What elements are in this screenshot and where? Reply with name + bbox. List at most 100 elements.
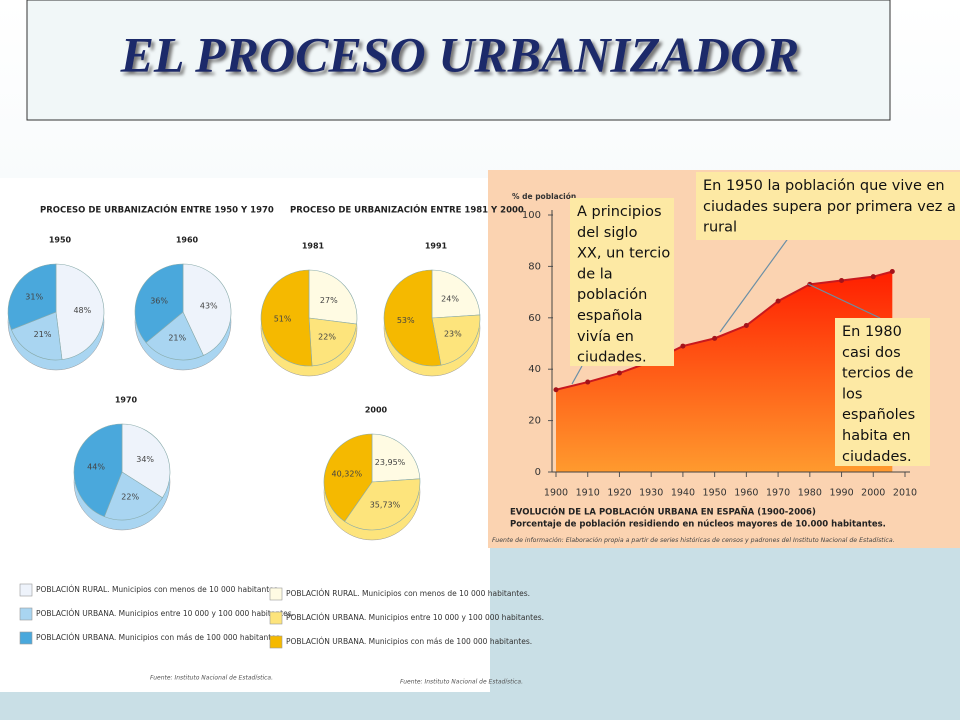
pie-value-label: 48% (73, 306, 91, 315)
pie-slice (431, 314, 481, 366)
y-tick-label: 80 (528, 261, 541, 272)
annotation-arrow (719, 221, 801, 333)
annotation-text: del siglo (577, 225, 638, 241)
pie-label: 1960 (176, 236, 199, 245)
legend-swatch (269, 635, 283, 649)
legend-label: POBLACIÓN RURAL. Municipios con menos de… (286, 589, 530, 598)
pie-label: 1991 (425, 242, 448, 251)
pie-slice (103, 471, 163, 521)
x-tick-label: 1940 (671, 488, 695, 499)
legend-label: POBLACIÓN URBANA. Municipios entre 10 00… (36, 609, 294, 618)
point (616, 370, 622, 376)
point (680, 343, 686, 349)
pie-value-label: 40,32% (332, 470, 363, 479)
annotation-text: los (842, 386, 862, 402)
source: Fuente: Instituto Nacional de Estadístic… (400, 679, 523, 686)
y-axis-label: % de población (512, 192, 576, 201)
x-tick-label: 1910 (576, 488, 600, 499)
annotation-text: rural (703, 220, 737, 236)
pie-slice (431, 269, 481, 319)
legend-label: POBLACIÓN URBANA. Municipios con más de … (286, 637, 532, 646)
chart-title: PROCESO DE URBANIZACIÓN ENTRE 1981 Y 200… (290, 204, 524, 216)
pie-slice (371, 433, 421, 483)
point (775, 298, 781, 304)
x-tick-label: 1990 (829, 488, 853, 499)
x-tick-label: 1930 (639, 488, 663, 499)
annotation-text: ciudades. (577, 350, 647, 366)
x-tick-label: 1920 (607, 488, 631, 499)
pie-value-label: 21% (168, 333, 186, 342)
pie-value-label: 23,95% (375, 458, 406, 467)
pie-slice (323, 433, 373, 522)
line (555, 270, 893, 391)
annotation-text: ciudades. (842, 449, 912, 465)
pie-label: 1950 (49, 236, 72, 245)
x-tick-label: 1970 (766, 488, 790, 499)
pie-slice (344, 478, 421, 531)
caption: EVOLUCIÓN DE LA POBLACIÓN URBANA EN ESPA… (510, 506, 816, 518)
title-box (26, 0, 891, 121)
pie-slice (260, 269, 313, 367)
point (553, 387, 559, 393)
pie-value-label: 43% (200, 302, 218, 311)
pie-slice (145, 311, 204, 361)
annotation-text: española (577, 308, 643, 324)
legend-swatch (19, 607, 33, 621)
y-tick-label: 0 (535, 467, 541, 478)
annotation-text: vivía en (577, 329, 634, 345)
x-tick-label: 1980 (798, 488, 822, 499)
point (585, 379, 591, 385)
pie-slice (134, 263, 184, 344)
pie-value-label: 31% (25, 293, 43, 302)
point (870, 274, 876, 280)
pie-value-label: 44% (87, 463, 105, 472)
annotation-text: casi dos (842, 345, 901, 361)
pie-value-label: 23% (444, 330, 462, 339)
pie-panel (0, 178, 490, 692)
chart-title: PROCESO DE URBANIZACIÓN ENTRE 1950 Y 197… (40, 204, 274, 216)
point (889, 269, 895, 275)
point (712, 335, 718, 341)
slide-title: EL PROCESO URBANIZADOR (120, 26, 800, 82)
annotation-text: En 1950 la población que vive en (703, 178, 945, 194)
legend-swatch (19, 583, 33, 597)
annotation-text: de la (577, 266, 613, 282)
annotation-box (696, 172, 960, 240)
pie-value-label: 53% (397, 316, 415, 325)
pie-value-label: 21% (34, 330, 52, 339)
annotation-text: población (577, 287, 647, 303)
x-tick-label: 2000 (861, 488, 885, 499)
annotation-arrow (807, 283, 881, 319)
legend-swatch (269, 587, 283, 601)
annotation-text: A principios (577, 204, 662, 220)
pie-label: 1981 (302, 242, 325, 251)
pie-slice (308, 269, 358, 325)
annotation-text: habita en (842, 428, 911, 444)
pie-label: 2000 (365, 406, 388, 415)
x-tick-label: 1950 (703, 488, 727, 499)
legend-swatch (19, 631, 33, 645)
annotation-text: XX, un tercio (577, 246, 670, 262)
source: Fuente: Instituto Nacional de Estadístic… (150, 675, 273, 682)
pie-value-label: 34% (136, 455, 154, 464)
pie-slice (10, 311, 63, 361)
background-band (488, 548, 960, 720)
area (556, 271, 893, 472)
pie-value-label: 36% (150, 296, 168, 305)
point (839, 278, 845, 284)
y-tick-label: 100 (522, 210, 541, 221)
x-tick-label: 1960 (734, 488, 758, 499)
background-band (0, 692, 488, 720)
pie-value-label: 51% (274, 314, 292, 323)
annotation-box (835, 318, 930, 466)
pie-slice (308, 317, 357, 367)
y-tick-label: 60 (528, 313, 541, 324)
pie-slice (182, 263, 232, 356)
pie-value-label: 22% (318, 333, 336, 342)
annotation-text: tercios de (842, 366, 913, 382)
pie-value-label: 35,73% (370, 500, 401, 509)
annotation-arrow (571, 365, 583, 385)
annotation-text: En 1980 (842, 324, 902, 340)
y-tick-label: 40 (528, 364, 541, 375)
